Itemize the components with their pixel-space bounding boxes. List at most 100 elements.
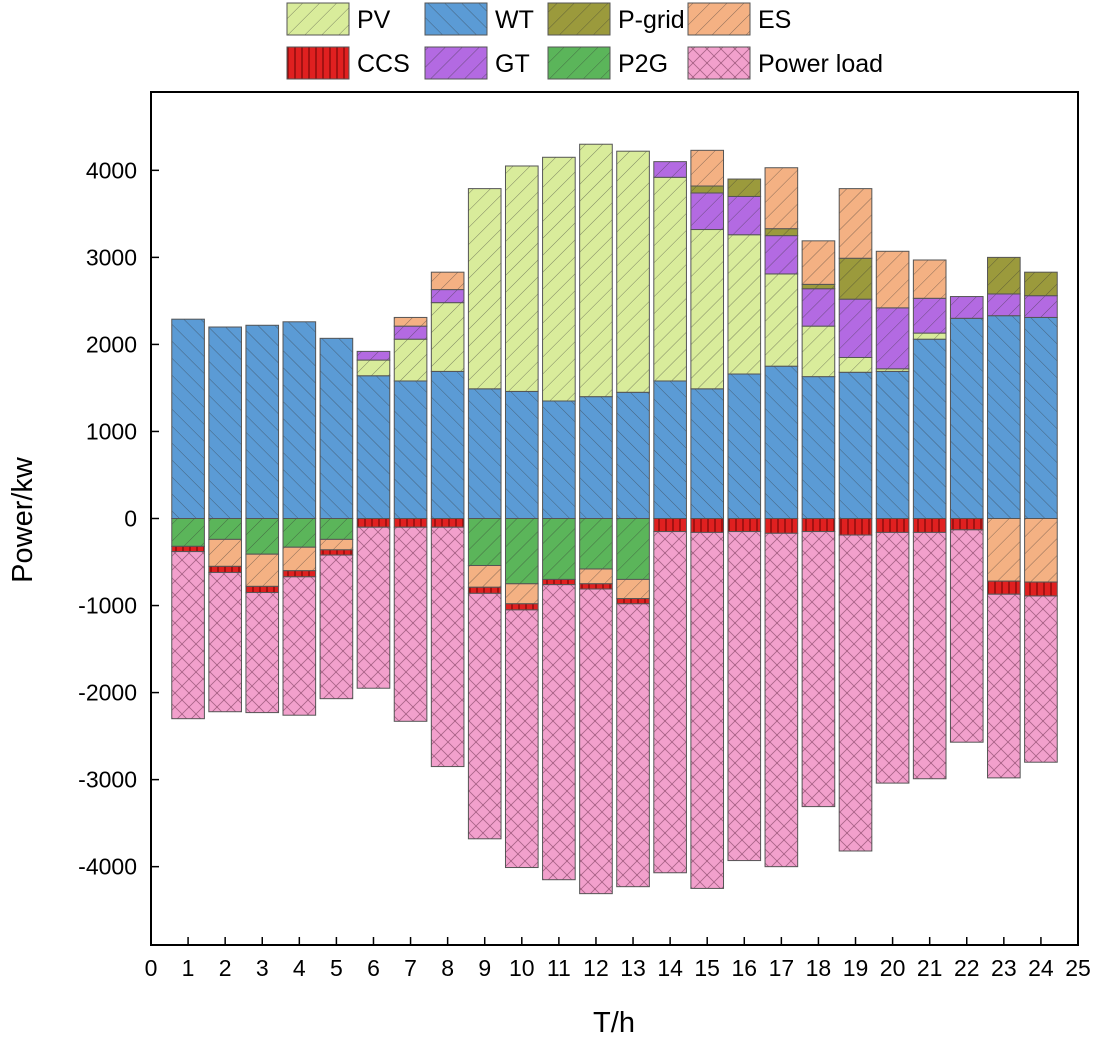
legend-label: P2G — [618, 50, 668, 78]
bar-wt-t3 — [245, 324, 280, 519]
y-tick-label: 4000 — [86, 157, 137, 183]
bar-ccs-t5 — [319, 549, 354, 556]
bar-ccs-t13 — [616, 598, 650, 605]
bar-p2g-t13 — [616, 518, 650, 580]
bar-pv-t18 — [801, 325, 836, 378]
x-tick-label: 4 — [293, 955, 306, 981]
legend-label: ES — [758, 6, 791, 34]
legend-item-pv: PV — [286, 2, 391, 36]
legend-item-ccs: CCS — [286, 46, 410, 80]
bar-wt-t7 — [393, 380, 428, 520]
bar-power-load-t10 — [504, 609, 539, 869]
bar-power-load-t2 — [208, 571, 242, 713]
x-tick-label: 19 — [843, 955, 869, 981]
bar-es-charge-t10 — [504, 583, 539, 605]
legend-item-p-grid: P-grid — [547, 2, 685, 36]
bar-pv-t11 — [542, 156, 576, 402]
bar-gt-t22 — [949, 296, 984, 319]
bar-wt-t15 — [690, 388, 725, 519]
x-tick-label: 17 — [769, 955, 795, 981]
y-tick-label: 2000 — [86, 331, 137, 357]
bar-p-grid-t16 — [727, 178, 762, 197]
bar-wt-t12 — [579, 396, 613, 519]
bar-wt-t16 — [727, 373, 762, 519]
bar-es-t7 — [393, 316, 428, 327]
bar-gt-t24 — [1024, 295, 1058, 318]
bar-power-load-t15 — [690, 531, 725, 889]
bar-power-load-t5 — [319, 554, 354, 700]
bar-ccs-t7 — [393, 518, 428, 528]
bar-power-load-t18 — [801, 531, 836, 808]
bar-ccs-t9 — [467, 586, 502, 594]
bar-power-load-t4 — [282, 576, 317, 716]
x-tick-label: 9 — [478, 955, 491, 981]
y-tick-label: 0 — [124, 506, 137, 532]
bar-gt-t8 — [430, 289, 465, 304]
bar-es-t20 — [875, 250, 910, 309]
x-tick-label: 23 — [991, 955, 1017, 981]
bar-es-charge-t12 — [579, 568, 613, 585]
y-tick-label: -2000 — [78, 680, 137, 706]
bar-pv-t9 — [467, 188, 502, 390]
bar-wt-t13 — [616, 391, 650, 519]
y-tick-label: -3000 — [78, 767, 137, 793]
x-tick-label: 15 — [694, 955, 720, 981]
bar-p2g-t5 — [319, 518, 354, 540]
legend-item-es: ES — [687, 2, 791, 36]
bar-ccs-t17 — [764, 518, 799, 534]
legend-label: Power load — [758, 50, 883, 78]
bar-power-load-t24 — [1024, 595, 1058, 763]
bar-wt-t18 — [801, 376, 836, 519]
bar-gt-t19 — [838, 298, 873, 358]
x-tick-label: 8 — [441, 955, 454, 981]
x-tick-label: 7 — [404, 955, 417, 981]
bar-es-charge-t5 — [319, 538, 354, 551]
bar-gt-t14 — [653, 161, 687, 178]
bar-power-load-t1 — [171, 551, 205, 720]
bar-pv-t12 — [579, 143, 613, 398]
legend-label: WT — [495, 6, 534, 34]
bar-wt-t5 — [319, 337, 354, 519]
bar-p2g-t10 — [504, 518, 539, 585]
bar-gt-t16 — [727, 195, 762, 236]
bar-p2g-t2 — [208, 518, 242, 540]
x-tick-label: 6 — [367, 955, 380, 981]
bar-ccs-t22 — [949, 518, 984, 531]
bar-p2g-t9 — [467, 518, 502, 567]
bar-wt-t21 — [912, 338, 947, 519]
bar-gt-t20 — [875, 307, 910, 370]
bar-ccs-t4 — [282, 570, 317, 578]
x-tick-label: 20 — [880, 955, 906, 981]
bar-p2g-t3 — [245, 518, 280, 555]
bar-es-charge-t9 — [467, 565, 502, 588]
bar-gt-t6 — [356, 350, 391, 361]
y-tick-label: -1000 — [78, 593, 137, 619]
bar-p-grid-t24 — [1024, 271, 1058, 297]
x-tick-label: 12 — [583, 955, 609, 981]
bar-power-load-t16 — [727, 531, 762, 862]
bar-pv-t21 — [912, 332, 947, 340]
x-tick-label: 5 — [330, 955, 343, 981]
bar-gt-t23 — [987, 293, 1021, 317]
bar-es-charge-t4 — [282, 546, 317, 572]
bar-power-load-t6 — [356, 526, 391, 689]
bar-pv-t16 — [727, 234, 762, 375]
bar-p2g-t11 — [542, 518, 576, 580]
bar-gt-t18 — [801, 288, 836, 327]
bar-es-t8 — [430, 271, 465, 291]
x-tick-label: 0 — [145, 955, 158, 981]
bar-p-grid-t15 — [690, 185, 725, 194]
bar-power-load-t23 — [987, 593, 1021, 779]
bar-wt-t22 — [949, 317, 984, 519]
bar-wt-t4 — [282, 321, 317, 519]
bar-p2g-t1 — [171, 518, 205, 547]
bar-wt-t10 — [504, 390, 539, 519]
y-axis-title: Power/kw — [7, 456, 39, 583]
y-tick-label: -4000 — [78, 854, 137, 880]
bar-es-charge-t23 — [987, 518, 1021, 582]
bar-pv-t15 — [690, 229, 725, 390]
bar-power-load-t11 — [542, 584, 576, 881]
bar-power-load-t3 — [245, 591, 280, 714]
bar-p-grid-t19 — [838, 257, 873, 300]
bar-ccs-t12 — [579, 583, 613, 590]
